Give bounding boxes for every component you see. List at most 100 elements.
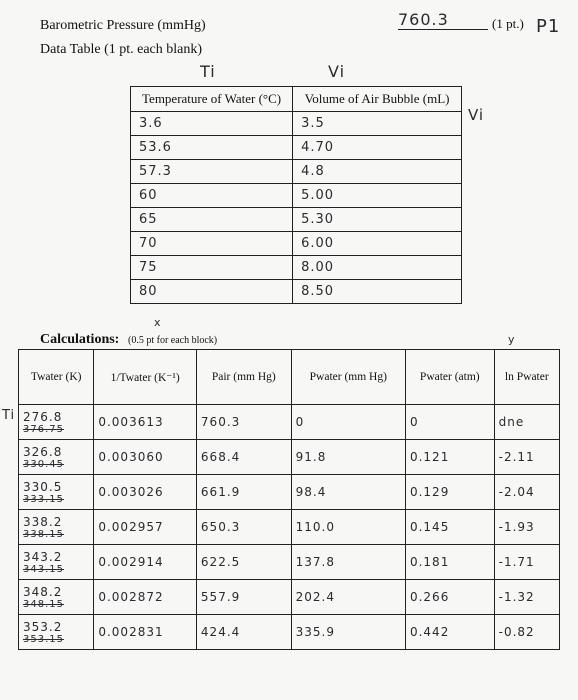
row: 3.6 3.5 xyxy=(129,111,462,136)
cell: 8.50 xyxy=(292,279,462,304)
cell: 4.8 xyxy=(292,159,462,184)
value: 0.002872 xyxy=(98,590,164,604)
row: 330.5 333.15 0.003026 661.9 98.4 0.129 -2.04 xyxy=(17,474,561,510)
value: 0.002914 xyxy=(98,555,164,569)
value: 330.5 xyxy=(23,479,63,494)
value: -1.32 xyxy=(498,590,535,604)
cell: 0.002831 xyxy=(93,614,197,650)
cell: 8.00 xyxy=(292,255,462,280)
cell: -1.32 xyxy=(493,579,561,615)
value: 0.003026 xyxy=(98,485,164,499)
value: 202.4 xyxy=(295,590,336,604)
note: Vi xyxy=(328,62,346,81)
cell: 5.00 xyxy=(292,183,462,208)
row: 80 8.50 xyxy=(129,279,462,304)
value: -2.11 xyxy=(498,450,535,464)
cell: 70 xyxy=(129,231,294,256)
column-header: Twater (K) xyxy=(17,349,95,405)
value: 0.129 xyxy=(409,485,450,499)
calc-label: Calculations: xyxy=(40,332,120,347)
note: Ti xyxy=(2,408,16,423)
cell: 0.002872 xyxy=(93,579,197,615)
row: 70 6.00 xyxy=(129,231,462,256)
value: 0.002831 xyxy=(98,625,164,639)
cell: 326.8 330.45 xyxy=(17,439,95,475)
row: 326.8 330.45 0.003060 668.4 91.8 0.121 -2.11 xyxy=(17,439,561,475)
cell: 668.4 xyxy=(195,439,292,475)
cell: 0.442 xyxy=(404,614,495,650)
value: -1.71 xyxy=(498,555,535,569)
value: 0.121 xyxy=(409,450,450,464)
calc-table: Twater (K) 1/Twater (K⁻¹) Pair (mm Hg) Pwat… xyxy=(17,349,561,650)
value: 348.2 xyxy=(23,584,63,599)
value: -1.93 xyxy=(498,520,535,534)
value: 110.0 xyxy=(295,520,336,534)
cell: 53.6 xyxy=(129,135,294,160)
cell: 424.4 xyxy=(195,614,292,650)
cell: 276.8 376.75 xyxy=(17,404,95,440)
value: 137.8 xyxy=(295,555,336,569)
column-header: Pwater (mm Hg) xyxy=(290,349,406,405)
cell: 57.3 xyxy=(129,159,294,184)
cell: -0.82 xyxy=(493,614,561,650)
cell: 0.003026 xyxy=(93,474,197,510)
data-table: Temperature of Water (°C) Volume of Air B… xyxy=(129,86,462,304)
column-header: 1/Twater (K⁻¹) xyxy=(93,349,197,405)
value: 0.003613 xyxy=(98,415,164,429)
cell: 760.3 xyxy=(195,404,292,440)
cell: 0 xyxy=(404,404,495,440)
cell: 0.003060 xyxy=(93,439,197,475)
value: 661.9 xyxy=(200,485,241,499)
pressure-note: P1 xyxy=(536,16,561,37)
struck-value: 330.45 xyxy=(23,458,64,470)
struck-value: 343.15 xyxy=(23,563,64,575)
pressure-label: Barometric Pressure (mmHg) xyxy=(40,18,206,33)
cell: 65 xyxy=(129,207,294,232)
calc-points: (0.5 pt for each block) xyxy=(128,335,218,346)
value: 326.8 xyxy=(23,444,63,459)
struck-value: 338.15 xyxy=(23,528,64,540)
cell: 335.9 xyxy=(290,614,406,650)
cell: 3.5 xyxy=(292,111,462,136)
row: 57.3 4.8 xyxy=(129,159,462,184)
cell: 4.70 xyxy=(292,135,462,160)
cell: 5.30 xyxy=(292,207,462,232)
cell: 0.181 xyxy=(404,544,495,580)
row: 65 5.30 xyxy=(129,207,462,232)
cell: -1.93 xyxy=(493,509,561,545)
row: 343.2 343.15 0.002914 622.5 137.8 0.181 -1.71 xyxy=(17,544,561,580)
row: 348.2 348.15 0.002872 557.9 202.4 0.266 -1.32 xyxy=(17,579,561,615)
row: 276.8 376.75 0.003613 760.3 0 0 dne xyxy=(17,404,561,440)
cell: 650.3 xyxy=(195,509,292,545)
points: (1 pt.) xyxy=(492,16,524,31)
value: -0.82 xyxy=(498,625,535,639)
cell: 202.4 xyxy=(290,579,406,615)
row: 60 5.00 xyxy=(129,183,462,208)
value: 98.4 xyxy=(295,485,327,499)
cell: 0.145 xyxy=(404,509,495,545)
cell: -2.04 xyxy=(493,474,561,510)
cell: 98.4 xyxy=(290,474,406,510)
cell: 0.121 xyxy=(404,439,495,475)
note: Vi xyxy=(468,106,485,124)
column-header: Pwater (atm) xyxy=(404,349,495,405)
value: 353.2 xyxy=(23,619,63,634)
note: x xyxy=(154,316,162,329)
column-header: Temperature of Water (°C) xyxy=(129,86,294,112)
cell: 622.5 xyxy=(195,544,292,580)
column-header: ln Pwater xyxy=(493,349,561,405)
cell: 0.129 xyxy=(404,474,495,510)
struck-value: 353.15 xyxy=(23,633,64,645)
cell: 6.00 xyxy=(292,231,462,256)
cell: 137.8 xyxy=(290,544,406,580)
value: 557.9 xyxy=(200,590,241,604)
cell: 0.003613 xyxy=(93,404,197,440)
value: 0.145 xyxy=(409,520,450,534)
struck-value: 333.15 xyxy=(23,493,64,505)
cell: 0.002914 xyxy=(93,544,197,580)
value: -2.04 xyxy=(498,485,535,499)
cell: 3.6 xyxy=(129,111,294,136)
cell: 338.2 338.15 xyxy=(17,509,95,545)
value: 338.2 xyxy=(23,514,63,529)
